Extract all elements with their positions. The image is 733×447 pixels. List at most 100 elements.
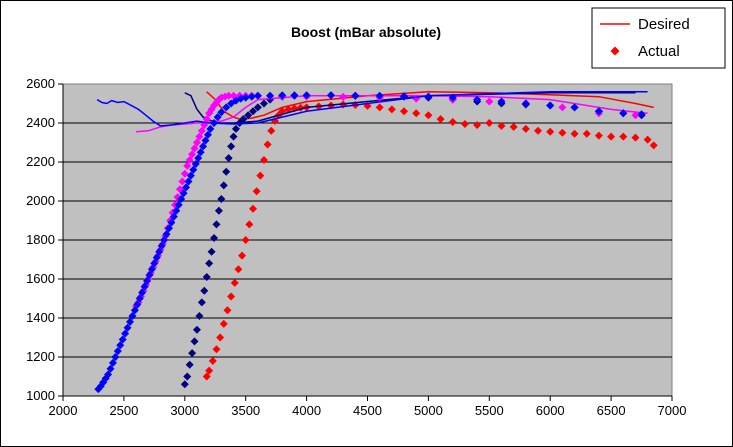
series-point-3 — [249, 107, 258, 116]
series-point-7 — [497, 97, 506, 106]
series-point-3 — [205, 259, 214, 268]
series-point-1 — [234, 265, 243, 274]
series-line-6 — [96, 91, 648, 127]
series-point-1 — [259, 156, 268, 165]
series-point-7 — [637, 110, 646, 119]
series-point-5 — [190, 144, 199, 153]
series-point-1 — [375, 103, 384, 112]
series-point-1 — [267, 126, 276, 135]
series-point-1 — [558, 128, 567, 137]
legend: Desired Actual — [591, 7, 726, 69]
series-point-5 — [202, 115, 211, 124]
series-point-7 — [133, 300, 142, 309]
series-point-7 — [145, 271, 154, 280]
series-point-7 — [619, 109, 628, 118]
series-point-5 — [192, 138, 201, 147]
series-point-7 — [247, 92, 256, 101]
series-point-1 — [594, 131, 603, 140]
series-point-7 — [116, 341, 125, 350]
series-point-7 — [400, 92, 409, 101]
series-point-1 — [216, 333, 225, 342]
y-tick-label: 1600 — [26, 271, 55, 286]
series-point-3 — [210, 234, 219, 243]
series-point-7 — [104, 370, 113, 379]
series-point-7 — [150, 259, 159, 268]
series-point-3 — [195, 312, 204, 321]
series-point-5 — [224, 91, 233, 100]
series-point-1 — [649, 141, 658, 150]
series-point-7 — [113, 347, 122, 356]
y-tick-label: 2600 — [26, 76, 55, 91]
series-point-1 — [223, 306, 232, 315]
series-point-7 — [184, 177, 193, 186]
series-point-3 — [222, 167, 231, 176]
series-point-1 — [238, 251, 247, 260]
series-point-5 — [185, 156, 194, 165]
series-point-3 — [229, 132, 238, 141]
series-point-1 — [570, 129, 579, 138]
series-point-1 — [219, 319, 228, 328]
x-tick-label: 2500 — [109, 403, 138, 418]
series-point-3 — [212, 220, 221, 229]
series-point-7 — [152, 253, 161, 262]
series-point-3 — [197, 298, 206, 307]
series-point-7 — [147, 265, 156, 274]
series-point-7 — [164, 224, 173, 233]
series-point-3 — [207, 247, 216, 256]
series-point-1 — [424, 111, 433, 120]
series-point-5 — [631, 111, 640, 120]
series-point-7 — [155, 247, 164, 256]
series-point-7 — [160, 236, 169, 244]
series-point-7 — [189, 165, 198, 174]
x-tick-label: 3500 — [231, 403, 260, 418]
series-point-7 — [140, 282, 149, 291]
legend-label: Desired — [638, 16, 690, 33]
series-point-7 — [594, 107, 603, 116]
series-point-7 — [179, 189, 188, 198]
series-point-7 — [169, 212, 178, 221]
series-point-7 — [125, 317, 134, 326]
series-point-1 — [521, 124, 530, 133]
series-point-3 — [188, 349, 197, 358]
series-point-3 — [224, 154, 233, 163]
series-point-1 — [582, 129, 591, 138]
series-point-3 — [244, 111, 253, 120]
series-point-5 — [188, 150, 197, 159]
series-point-1 — [205, 366, 214, 375]
series-point-1 — [227, 292, 236, 301]
series-point-5 — [485, 97, 494, 106]
series-point-1 — [245, 220, 254, 229]
x-tick-label: 5500 — [475, 403, 504, 418]
series-point-7 — [448, 93, 457, 102]
series-point-3 — [219, 181, 228, 190]
series-point-1 — [473, 120, 482, 129]
series-point-7 — [121, 329, 130, 338]
series-point-1 — [485, 119, 494, 127]
series-point-7 — [203, 130, 212, 139]
x-tick-label: 2000 — [49, 403, 78, 418]
series-point-7 — [213, 113, 222, 122]
series-point-7 — [167, 218, 176, 227]
y-tick-label: 1000 — [26, 388, 55, 403]
series-point-7 — [128, 312, 137, 321]
legend-swatch-diamond — [610, 46, 620, 56]
series-point-7 — [162, 230, 171, 239]
series-point-7 — [222, 103, 231, 112]
series-point-7 — [118, 335, 127, 344]
series-point-3 — [217, 195, 226, 204]
series-point-1 — [436, 115, 445, 124]
series-point-1 — [249, 204, 258, 213]
series-point-7 — [194, 154, 203, 163]
x-tick-label: 5000 — [414, 403, 443, 418]
series-point-1 — [509, 122, 518, 131]
series-point-5 — [558, 103, 567, 112]
series-point-3 — [183, 372, 192, 381]
series-point-7 — [196, 148, 205, 157]
x-tick-label: 4500 — [353, 403, 382, 418]
series-point-3 — [231, 124, 240, 133]
series-point-7 — [106, 364, 115, 373]
y-tick-label: 1200 — [26, 349, 55, 364]
y-tick-label: 2000 — [26, 193, 55, 208]
series-point-3 — [192, 325, 201, 334]
